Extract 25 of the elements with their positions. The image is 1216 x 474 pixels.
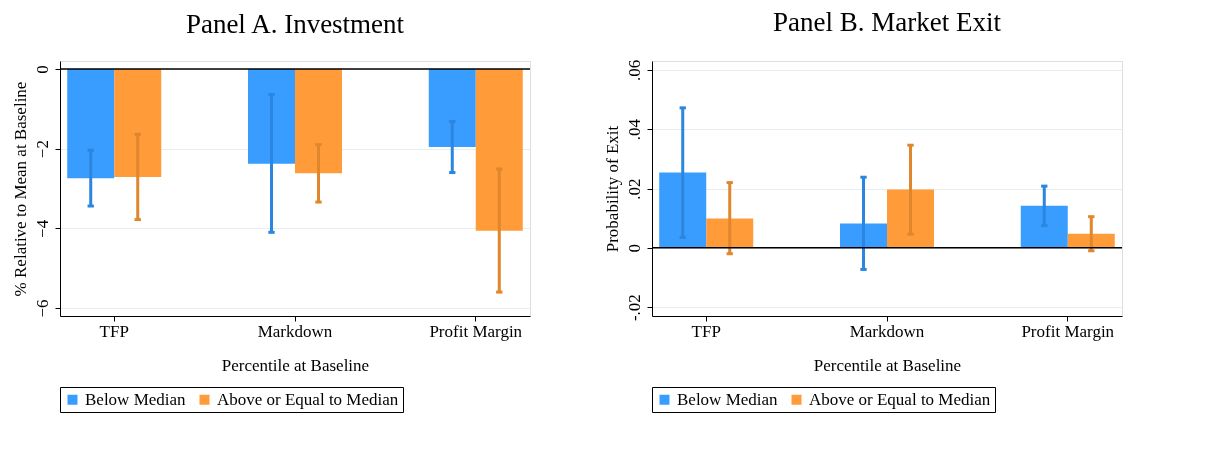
- legend-label: Above or Equal to Median: [809, 389, 991, 409]
- x-tick-label: TFP: [99, 321, 129, 341]
- y-tick-label: .04: [624, 118, 644, 141]
- legend-label: Below Median: [677, 389, 779, 409]
- x-tick-label: TFP: [691, 321, 721, 341]
- legend-label: Above or Equal to Median: [217, 389, 399, 409]
- legend-label: Below Median: [85, 389, 187, 409]
- y-tick-label: .02: [624, 178, 644, 200]
- y-tick-label: −2: [32, 140, 52, 159]
- y-tick-label: −4: [32, 219, 52, 238]
- y-tick-label: 0: [624, 244, 644, 253]
- y-tick-label: -.02: [624, 294, 644, 322]
- x-tick-label: Markdown: [849, 321, 925, 341]
- chart-title: Panel B. Market Exit: [773, 7, 1002, 38]
- x-tick-label: Profit Margin: [429, 321, 523, 341]
- x-tick-label: Profit Margin: [1021, 321, 1115, 341]
- y-tick-label: .06: [624, 59, 644, 82]
- x-axis-title: Percentile at Baseline: [813, 355, 962, 375]
- y-axis-title: % Relative to Mean at Baseline: [10, 81, 30, 297]
- x-axis-title: Percentile at Baseline: [221, 355, 370, 375]
- chart-title: Panel A. Investment: [185, 9, 405, 39]
- y-tick-label: −6: [32, 299, 52, 318]
- x-tick-label: Markdown: [257, 321, 333, 341]
- y-axis-title: Probability of Exit: [602, 125, 622, 253]
- y-tick-label: 0: [32, 65, 52, 74]
